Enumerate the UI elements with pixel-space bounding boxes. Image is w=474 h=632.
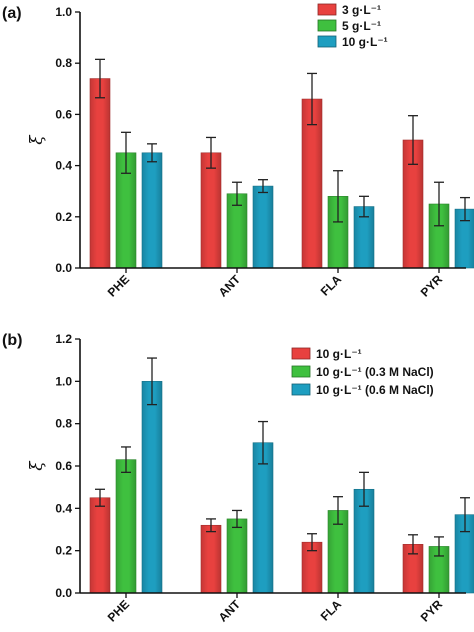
x-tick-label-phe: PHE [105,272,132,299]
legend-swatch [317,35,337,48]
y-tick-label: 0.4 [55,159,72,173]
chart-panel-b: (b) ξ 0.0 0.2 0.4 0.6 0.8 1.0 1.2 PHE ANT FLA PYR 10 … [2,332,474,625]
y-tick-label: 0.0 [55,261,72,275]
legend-label: 5 g·L⁻¹ [342,19,381,33]
legend-label: 10 g·L⁻¹ (0.3 M NaCl) [316,365,434,379]
y-tick-label: 0.4 [55,501,72,515]
y-tick-label: 0.2 [55,210,72,224]
x-tick-label-phe: PHE [105,597,132,624]
x-tick-label-fla: FLA [318,597,345,624]
bar-ant-series-1 [200,152,222,269]
y-tick-label: 0.0 [55,586,72,600]
legend-label: 10 g·L⁻¹ [342,35,388,49]
bar-phe-series-2 [115,459,137,594]
bar-phe-series-3 [141,381,163,594]
bar-ant-series-1 [200,524,222,594]
bar-phe-series-1 [89,497,111,594]
legend: 3 g·L⁻¹ 5 g·L⁻¹ 10 g·L⁻¹ [317,3,388,49]
legend-label: 3 g·L⁻¹ [342,3,381,17]
x-tick-label-ant: ANT [216,272,244,300]
bar-ant-series-2 [226,518,248,594]
legend-swatch [317,19,337,32]
legend-swatch [291,365,311,378]
x-tick-label-pyr: PYR [418,272,446,300]
y-tick-label: 1.0 [55,374,72,388]
legend: 10 g·L⁻¹ 10 g·L⁻¹ (0.3 M NaCl) 10 g·L⁻¹ (0… [291,347,434,397]
x-tick-label-pyr: PYR [418,597,446,625]
panel-label: (a) [2,5,22,22]
bar-phe-series-3 [141,152,163,269]
bar-phe-series-1 [89,78,111,269]
chart-panel-a: (a) ξ 0.0 0.2 0.4 0.6 0.8 1.0 PHE ANT FLA PYR 3 g·L⁻… [2,3,474,300]
legend-label: 10 g·L⁻¹ [316,347,362,361]
legend-swatch [317,3,337,16]
y-axis-label: ξ [27,134,47,145]
x-tick-label-fla: FLA [318,272,345,299]
legend-label: 10 g·L⁻¹ (0.6 M NaCl) [316,383,434,397]
y-axis-label: ξ [27,460,47,471]
legend-swatch [291,347,311,360]
y-tick-label: 0.2 [55,544,72,558]
y-tick-label: 1.0 [55,5,72,19]
x-tick-label-ant: ANT [216,597,244,625]
bar-ant-series-3 [252,442,274,594]
legend-swatch [291,383,311,396]
bar-ant-series-3 [252,185,274,269]
y-tick-label: 1.2 [55,332,72,346]
panel-label: (b) [2,332,22,349]
y-tick-label: 0.6 [55,107,72,121]
y-tick-label: 0.6 [55,459,72,473]
y-tick-label: 0.8 [55,56,72,70]
y-tick-label: 0.8 [55,417,72,431]
